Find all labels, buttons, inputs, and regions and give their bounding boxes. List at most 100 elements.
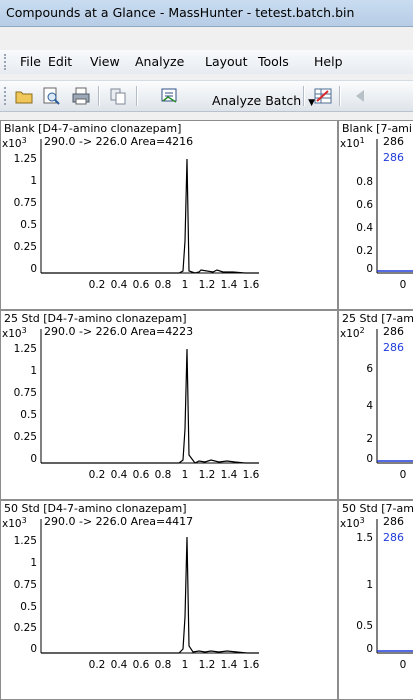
x-tick-label: 0.6 bbox=[132, 469, 150, 481]
y-tick-label: 0.75 bbox=[13, 579, 37, 591]
y-tick-label: 0.5 bbox=[20, 601, 37, 613]
y-tick-label: 0 bbox=[30, 263, 37, 275]
y-scale-exponent: 3 bbox=[21, 516, 27, 525]
chromatogram-plot bbox=[376, 519, 413, 654]
y-scale-label: x103 bbox=[2, 136, 27, 150]
transition-area-label: 290.0 -> 226.0 Area=4216 bbox=[44, 135, 194, 148]
panel-title: 25 Std [7-amino clonazepam] bbox=[342, 312, 413, 325]
y-tick-label: 1 bbox=[30, 365, 37, 377]
y-scale-label: x103 bbox=[2, 516, 27, 530]
y-tick-label: 1.25 bbox=[13, 153, 37, 165]
y-tick-label: 0.75 bbox=[13, 387, 37, 399]
menu-analyze[interactable]: Analyze bbox=[135, 54, 185, 69]
y-tick-label: 0 bbox=[30, 453, 37, 465]
menu-help[interactable]: Help bbox=[314, 54, 343, 69]
transition-label: 286 bbox=[383, 135, 404, 148]
y-tick-label: 1.25 bbox=[13, 535, 37, 547]
menu-edit[interactable]: Edit bbox=[48, 54, 73, 69]
menu-view[interactable]: View bbox=[90, 54, 120, 69]
panel-title: 50 Std [7-amino clonazepam] bbox=[342, 502, 413, 515]
y-tick-label: 0.4 bbox=[356, 222, 373, 234]
y-tick-label: 1 bbox=[366, 579, 373, 591]
transition-label: 286 bbox=[383, 325, 404, 338]
transition-label-secondary: 286 bbox=[383, 341, 404, 354]
analyze-batch-label: Analyze Batch bbox=[211, 93, 302, 108]
x-tick-label: 0.4 bbox=[110, 469, 128, 481]
chromatogram-plot bbox=[376, 139, 413, 274]
print-preview-icon[interactable] bbox=[41, 86, 61, 106]
chromatogram-plot bbox=[376, 329, 413, 464]
y-tick-label: 0.6 bbox=[356, 199, 373, 211]
x-tick-label: 0 bbox=[399, 659, 407, 671]
y-tick-label: 1.25 bbox=[13, 343, 37, 355]
y-scale-exponent: 3 bbox=[359, 516, 365, 525]
transition-area-label: 290.0 -> 226.0 Area=4223 bbox=[44, 325, 194, 338]
y-tick-label: 0 bbox=[366, 263, 373, 275]
back-arrow-icon[interactable] bbox=[350, 86, 370, 106]
copy-icon[interactable] bbox=[108, 86, 128, 106]
x-tick-label: 1.6 bbox=[242, 279, 260, 291]
y-tick-label: 1.5 bbox=[356, 532, 373, 544]
compounds-grid: Blank [D4-7-amino clonazepam] x103 290.0… bbox=[0, 112, 413, 700]
x-tick-label: 0.2 bbox=[88, 659, 106, 671]
y-tick-label: 4 bbox=[366, 400, 373, 412]
y-scale-label: x101 bbox=[340, 136, 365, 150]
toolbar-separator bbox=[136, 86, 138, 106]
y-tick-label: 0.2 bbox=[356, 245, 373, 257]
y-tick-label: 1 bbox=[30, 175, 37, 187]
chromatogram-panel[interactable]: 25 Std [7-amino clonazepam] x102 286 286… bbox=[338, 310, 413, 500]
toolbar: Analyze Batch ▼ bbox=[0, 80, 413, 112]
y-scale-exponent: 3 bbox=[21, 326, 27, 335]
toolbar-separator bbox=[339, 86, 341, 106]
menubar-grip[interactable] bbox=[4, 54, 9, 70]
menu-tools[interactable]: Tools bbox=[258, 54, 289, 69]
x-tick-label: 1.2 bbox=[198, 659, 216, 671]
y-tick-label: 0 bbox=[366, 643, 373, 655]
x-tick-label: 1 bbox=[181, 279, 189, 291]
y-tick-label: 0.5 bbox=[20, 409, 37, 421]
toolbar-grip[interactable] bbox=[4, 87, 9, 105]
window-titlebar: Compounds at a Glance - MassHunter - tet… bbox=[0, 0, 413, 27]
x-tick-label: 1.4 bbox=[220, 659, 238, 671]
analyze-batch-button[interactable]: Analyze Batch ▼ bbox=[161, 85, 316, 108]
panel-title: 25 Std [D4-7-amino clonazepam] bbox=[4, 312, 187, 325]
transition-label-secondary: 286 bbox=[383, 151, 404, 164]
x-tick-label: 0.6 bbox=[132, 279, 150, 291]
x-tick-label: 0.8 bbox=[154, 659, 172, 671]
chromatogram-panel[interactable]: 25 Std [D4-7-amino clonazepam] x103 290.… bbox=[0, 310, 338, 500]
y-scale-label: x103 bbox=[340, 516, 365, 530]
transition-label-secondary: 286 bbox=[383, 531, 404, 544]
y-tick-label: 0.5 bbox=[356, 620, 373, 632]
y-scale-exponent: 1 bbox=[359, 136, 365, 145]
y-scale-label: x102 bbox=[340, 326, 365, 340]
table-icon[interactable] bbox=[313, 86, 333, 106]
x-tick-label: 0.2 bbox=[88, 279, 106, 291]
x-tick-label: 0 bbox=[399, 279, 407, 291]
window-title: Compounds at a Glance - MassHunter - tet… bbox=[6, 5, 355, 20]
x-tick-label: 1.2 bbox=[198, 279, 216, 291]
chromatogram-panel[interactable]: 50 Std [7-amino clonazepam] x103 286 286… bbox=[338, 500, 413, 700]
y-tick-label: 0.25 bbox=[13, 431, 37, 443]
chromatogram-plot bbox=[40, 519, 259, 654]
y-tick-label: 0.25 bbox=[13, 241, 37, 253]
transition-area-label: 290.0 -> 226.0 Area=4417 bbox=[44, 515, 194, 528]
chromatogram-panel[interactable]: 50 Std [D4-7-amino clonazepam] x103 290.… bbox=[0, 500, 338, 700]
y-scale-exponent: 2 bbox=[359, 326, 365, 335]
open-folder-icon[interactable] bbox=[14, 86, 34, 106]
chromatogram-panel[interactable]: Blank [D4-7-amino clonazepam] x103 290.0… bbox=[0, 120, 338, 310]
y-tick-label: 0.5 bbox=[20, 219, 37, 231]
x-tick-label: 0.4 bbox=[110, 659, 128, 671]
menubar: File Edit View Analyze Layout Tools Help bbox=[0, 50, 413, 74]
menu-file[interactable]: File bbox=[20, 54, 41, 69]
x-tick-label: 0.2 bbox=[88, 469, 106, 481]
print-icon[interactable] bbox=[71, 86, 91, 106]
x-tick-label: 1.6 bbox=[242, 469, 260, 481]
menu-layout[interactable]: Layout bbox=[205, 54, 248, 69]
y-tick-label: 6 bbox=[366, 363, 373, 375]
y-tick-label: 0.25 bbox=[13, 622, 37, 634]
chromatogram-panel[interactable]: Blank [7-amino clonazepam] x101 286 286 … bbox=[338, 120, 413, 310]
chevron-down-icon: ▼ bbox=[308, 98, 316, 108]
x-tick-label: 1 bbox=[181, 469, 189, 481]
panel-title: 50 Std [D4-7-amino clonazepam] bbox=[4, 502, 187, 515]
x-tick-label: 1.2 bbox=[198, 469, 216, 481]
